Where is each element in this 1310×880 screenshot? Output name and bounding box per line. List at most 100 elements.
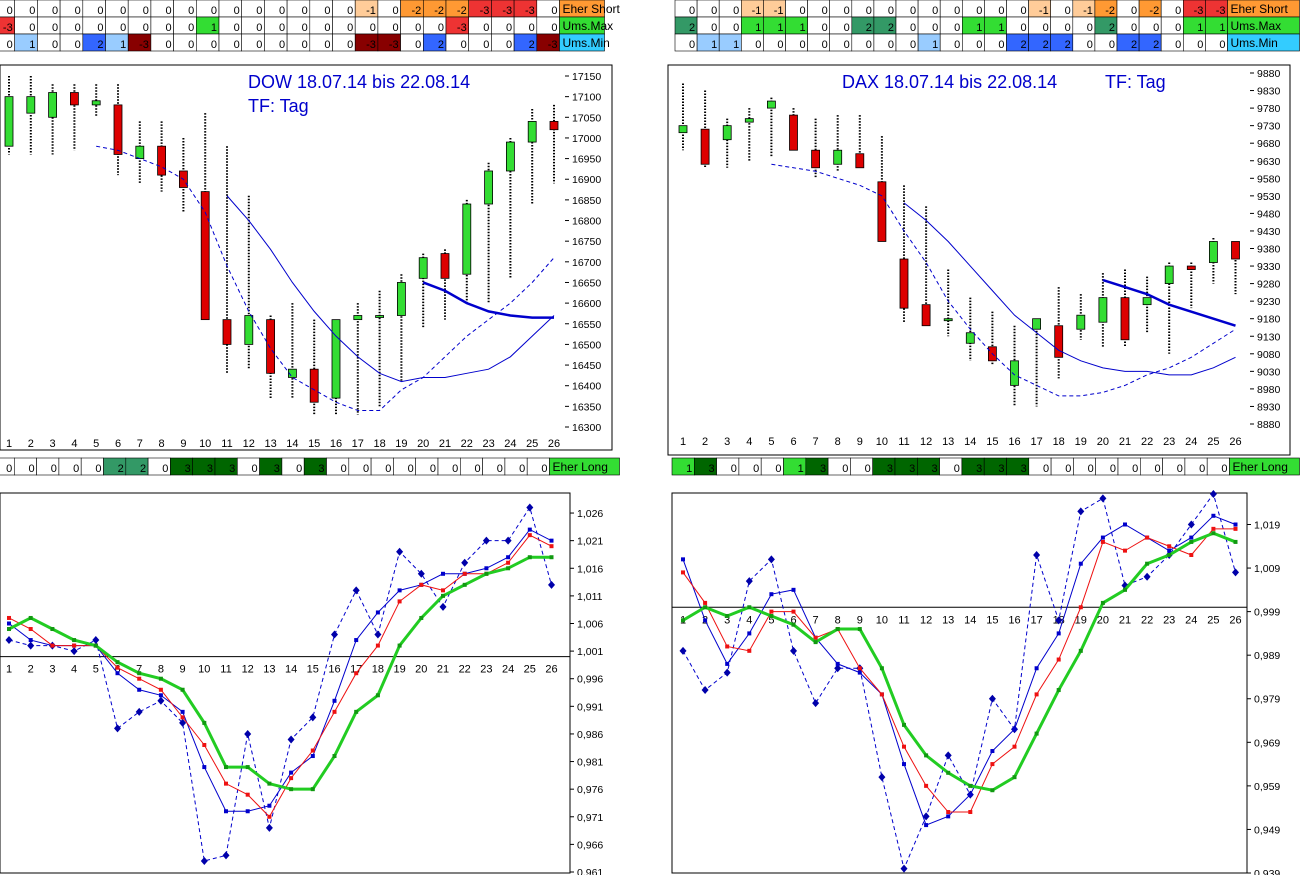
signal-value: 3 — [976, 463, 982, 475]
candle-body — [418, 257, 428, 279]
signal-value: 0 — [777, 39, 783, 51]
signal-value: 0 — [842, 463, 848, 475]
series-point — [137, 676, 142, 681]
signal-value: -1 — [774, 5, 784, 17]
series-point — [244, 729, 252, 738]
signal-value: 0 — [1020, 22, 1026, 34]
signal-value: 0 — [954, 5, 960, 17]
signal-value: 0 — [188, 5, 194, 17]
x-tick-label: 11 — [898, 614, 909, 626]
x-tick-label: 4 — [746, 614, 752, 626]
series-point — [946, 810, 951, 815]
candle-body — [200, 191, 210, 321]
series-point — [1167, 548, 1172, 553]
x-tick-label: 7 — [136, 664, 142, 676]
x-tick-label: 3 — [724, 436, 730, 448]
series-point — [791, 587, 796, 592]
series-point — [922, 812, 930, 821]
x-tick-label: 14 — [964, 436, 976, 448]
x-tick-label: 23 — [482, 438, 494, 450]
signal-value: 0 — [711, 22, 717, 34]
series-point — [441, 571, 445, 576]
y-tick-label: 9630 — [1257, 156, 1281, 168]
dow-ratio-chart: 0,961 0,966 0,971 0,976 0,981 0,986 0,991 0,996… — [0, 503, 603, 879]
series-point — [504, 536, 512, 545]
candle-body — [26, 96, 36, 114]
x-tick-label: 20 — [1097, 436, 1109, 448]
signal-row-label: Ums.Max — [1231, 19, 1282, 33]
signal-value: 2 — [1043, 39, 1049, 51]
series-point — [1211, 531, 1216, 536]
signal-value: 2 — [438, 39, 444, 51]
signal-value: 3 — [185, 463, 191, 475]
series-point — [1143, 572, 1151, 581]
x-tick-label: 3 — [724, 614, 730, 626]
signal-value: 0 — [234, 5, 240, 17]
signal-value: 0 — [775, 463, 781, 475]
signal-value: -3 — [1194, 5, 1204, 17]
series-point — [990, 788, 995, 793]
signal-value: 0 — [1177, 463, 1183, 475]
x-tick-label: 11 — [220, 664, 231, 676]
y-tick-label: 9030 — [1257, 366, 1281, 378]
signal-value: 0 — [822, 22, 828, 34]
candle-body — [1142, 297, 1152, 306]
series-point — [180, 687, 185, 692]
trend-line — [1102, 278, 1236, 327]
series-point — [441, 588, 445, 593]
signal-value: 0 — [497, 463, 503, 475]
x-tick-label: 3 — [50, 438, 56, 450]
series-point — [135, 707, 143, 716]
signal-value: 0 — [998, 5, 1004, 17]
candle-body — [331, 319, 341, 399]
signal-value: -3 — [3, 22, 13, 34]
signal-value: 0 — [998, 39, 1004, 51]
series-point — [1123, 522, 1127, 527]
x-tick-label: 10 — [876, 614, 888, 626]
candle-body — [113, 104, 123, 155]
series-point — [769, 592, 774, 597]
signal-value: 0 — [347, 39, 353, 51]
signal-value: 0 — [211, 39, 217, 51]
series-point — [879, 692, 884, 697]
series-point — [332, 709, 337, 714]
series-point — [767, 555, 775, 564]
signal-label-cell — [1229, 457, 1300, 476]
series-point — [1211, 513, 1216, 518]
signal-value: -3 — [548, 39, 558, 51]
y-tick-label: 1,019 — [1254, 519, 1280, 531]
series-point — [747, 648, 752, 653]
moving-average-solid — [903, 202, 1236, 376]
candle-body — [700, 128, 710, 165]
signal-value: 0 — [324, 22, 330, 34]
y-tick-label: 0,986 — [577, 729, 603, 741]
series-point — [202, 765, 207, 770]
signal-value: 0 — [483, 39, 489, 51]
dax-ratio-chart: 0,939 0,949 0,959 0,969 0,979 0,989 0,999 1,009… — [672, 490, 1280, 880]
x-tick-label: 15 — [307, 664, 319, 676]
signal-value: 0 — [1065, 5, 1071, 17]
series-point — [549, 538, 554, 543]
dax-chart-title: DAX 18.07.14 bis 22.08.14 — [842, 72, 1057, 92]
signal-value: 0 — [954, 39, 960, 51]
series-point — [1078, 605, 1083, 610]
x-tick-label: 22 — [459, 664, 471, 676]
candle-body — [1231, 241, 1240, 260]
signal-value: -1 — [752, 5, 762, 17]
signal-value: 0 — [976, 5, 982, 17]
candle-body — [266, 319, 276, 374]
signal-value: 2 — [118, 463, 124, 475]
y-tick-label: 9730 — [1257, 121, 1281, 133]
series-point — [747, 631, 752, 636]
y-tick-label: 0,959 — [1254, 781, 1280, 793]
series-point — [289, 787, 294, 792]
series-point — [902, 762, 906, 767]
signal-value: 0 — [551, 5, 557, 17]
series-point — [222, 851, 230, 860]
signal-value: 0 — [1065, 22, 1071, 34]
candle-body — [789, 114, 798, 151]
series-point — [990, 762, 995, 767]
series-point — [549, 544, 554, 549]
series-point — [114, 724, 121, 733]
signal-value: 1 — [777, 22, 783, 34]
